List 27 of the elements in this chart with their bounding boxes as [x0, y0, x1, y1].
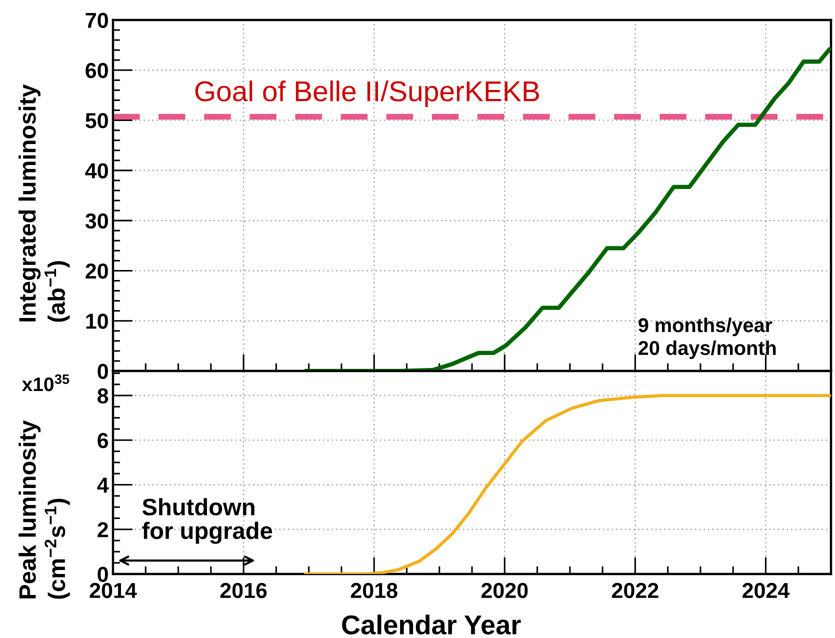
x-tick-label: 2018	[350, 582, 398, 598]
annotation: 9 months/year 20 days/month	[638, 318, 776, 359]
y-tick-label: 6	[98, 432, 108, 448]
y-tick-label: 50	[86, 113, 108, 128]
y-tick-label: 20	[86, 263, 108, 279]
x-axis-title: Calendar Year	[342, 614, 521, 634]
y-tick-label: 40	[85, 163, 108, 178]
x-tick-label: 2020	[481, 582, 528, 598]
y-tick-label: 70	[86, 12, 108, 28]
y-axis-title: Integrated luminosity (ab$^{−1}$)	[18, 84, 70, 322]
y-tick-label: 30	[85, 213, 108, 229]
y-tick-label: 8	[98, 388, 108, 404]
y-tick-label: 4	[97, 478, 109, 493]
x-tick-label: 2022	[612, 582, 658, 598]
annotation: Shutdown for upgrade	[142, 498, 272, 544]
text: x10$^{35}$	[22, 374, 70, 392]
y-tick-label: 10	[86, 314, 108, 329]
y-tick-label: 2	[98, 522, 108, 538]
ref-line-label: Goal of Belle II/SuperKEKB	[195, 80, 539, 108]
line-series	[304, 394, 831, 574]
y-tick-label: 0	[98, 566, 108, 582]
x-tick-label: 2016	[220, 582, 267, 598]
x-tick-label: 2014	[90, 582, 137, 598]
y-axis-title: Peak luminosity (cm$^{−2}$s$^{−1}$)	[18, 420, 70, 599]
x-tick-label: 2024	[742, 582, 790, 598]
y-tick-label: 60	[86, 62, 108, 78]
y-tick-label: 0	[98, 364, 108, 380]
